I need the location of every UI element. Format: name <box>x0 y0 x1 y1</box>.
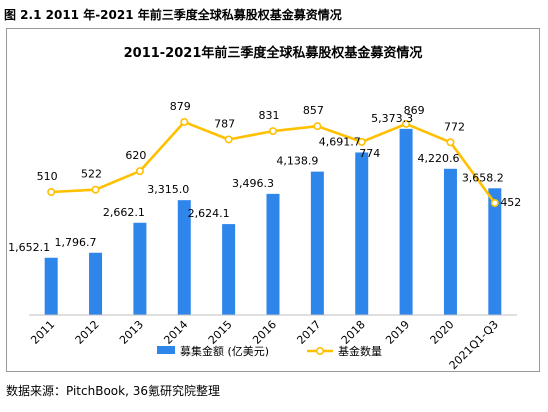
line-label-2012: 522 <box>81 168 102 181</box>
bar-label-2016: 3,496.3 <box>232 177 274 190</box>
bar-label-2017: 4,138.9 <box>276 155 318 168</box>
line-label-2021Q1-Q3: 452 <box>500 196 521 209</box>
bar-label-2020: 4,220.6 <box>417 152 459 165</box>
legend-label-line: 基金数量 <box>338 344 382 358</box>
bar-label-2015: 2,624.1 <box>188 207 230 220</box>
chart-svg: 2011-2021年前三季度全球私募股权基金募资情况 1,652.1 1,796.7… <box>8 45 521 371</box>
line-point-2018 <box>357 137 366 146</box>
line-label-2018: 774 <box>359 147 380 160</box>
line-point-2021Q1-Q3 <box>490 199 499 208</box>
bar-2011 <box>44 257 58 315</box>
bar-2019 <box>399 128 413 315</box>
source-note: 数据来源：PitchBook, 36氪研究院整理 <box>6 384 220 398</box>
x-tick-2012: 2012 <box>73 318 102 347</box>
bar-2015 <box>222 224 236 315</box>
line-label-2020: 772 <box>444 120 465 133</box>
line-point-2012 <box>91 185 100 194</box>
bar-label-2019: 5,373.3 <box>371 112 413 125</box>
x-tick-2014: 2014 <box>161 318 190 347</box>
line-point-2019 <box>402 119 411 128</box>
line-point-2020 <box>446 138 455 147</box>
bar-2016 <box>266 193 280 315</box>
chart-title: 2011-2021年前三季度全球私募股权基金募资情况 <box>124 45 423 61</box>
line-point-2017 <box>313 122 322 131</box>
bar-2020 <box>443 168 457 315</box>
line-point-2014 <box>180 118 189 127</box>
bar-label-2013: 2,662.1 <box>103 206 145 219</box>
bar-2017 <box>310 171 324 315</box>
bar-label-2014: 3,315.0 <box>147 183 189 196</box>
line-label-2019: 869 <box>404 104 425 117</box>
bar-label-2011: 1,652.1 <box>8 241 50 254</box>
x-tick-2013: 2013 <box>117 318 146 347</box>
legend-label-bar: 募集金额 (亿美元) <box>180 344 269 358</box>
line-label-2015: 787 <box>214 117 235 130</box>
x-tick-2020: 2020 <box>428 318 457 347</box>
x-tick-2018: 2018 <box>339 318 368 347</box>
line-label-2016: 831 <box>259 109 280 122</box>
x-tick-2016: 2016 <box>250 318 279 347</box>
bar-2018 <box>355 152 369 315</box>
bar-2013 <box>133 222 147 315</box>
x-tick-2015: 2015 <box>206 318 235 347</box>
line-label-2013: 620 <box>125 149 146 162</box>
line-label-2017: 857 <box>303 104 324 117</box>
bar-label-2018: 4,691.7 <box>319 135 361 148</box>
line-label-2011: 510 <box>37 170 58 183</box>
bar-2021Q1-Q3 <box>488 188 502 315</box>
figure-caption: 图 2.1 2011 年-2021 年前三季度全球私募股权基金募资情况 <box>4 8 342 22</box>
bar-label-2012: 1,796.7 <box>55 236 97 249</box>
x-tick-2011: 2011 <box>28 318 57 347</box>
bar-2012 <box>89 252 103 315</box>
line-point-2016 <box>268 127 277 136</box>
line-point-2015 <box>224 135 233 144</box>
chart-frame: 2011-2021年前三季度全球私募股权基金募资情况 1,652.1 1,796.7… <box>6 28 540 372</box>
legend-swatch-line-marker <box>315 346 324 355</box>
line-point-2011 <box>47 187 56 196</box>
legend-swatch-bar <box>157 346 175 354</box>
line-label-2014: 879 <box>170 100 191 113</box>
x-tick-2017: 2017 <box>294 318 323 347</box>
line-point-2013 <box>135 167 144 176</box>
bar-label-2021Q1-Q3: 3,658.2 <box>462 171 504 184</box>
x-tick-2019: 2019 <box>383 318 412 347</box>
bar-2014 <box>177 200 191 315</box>
